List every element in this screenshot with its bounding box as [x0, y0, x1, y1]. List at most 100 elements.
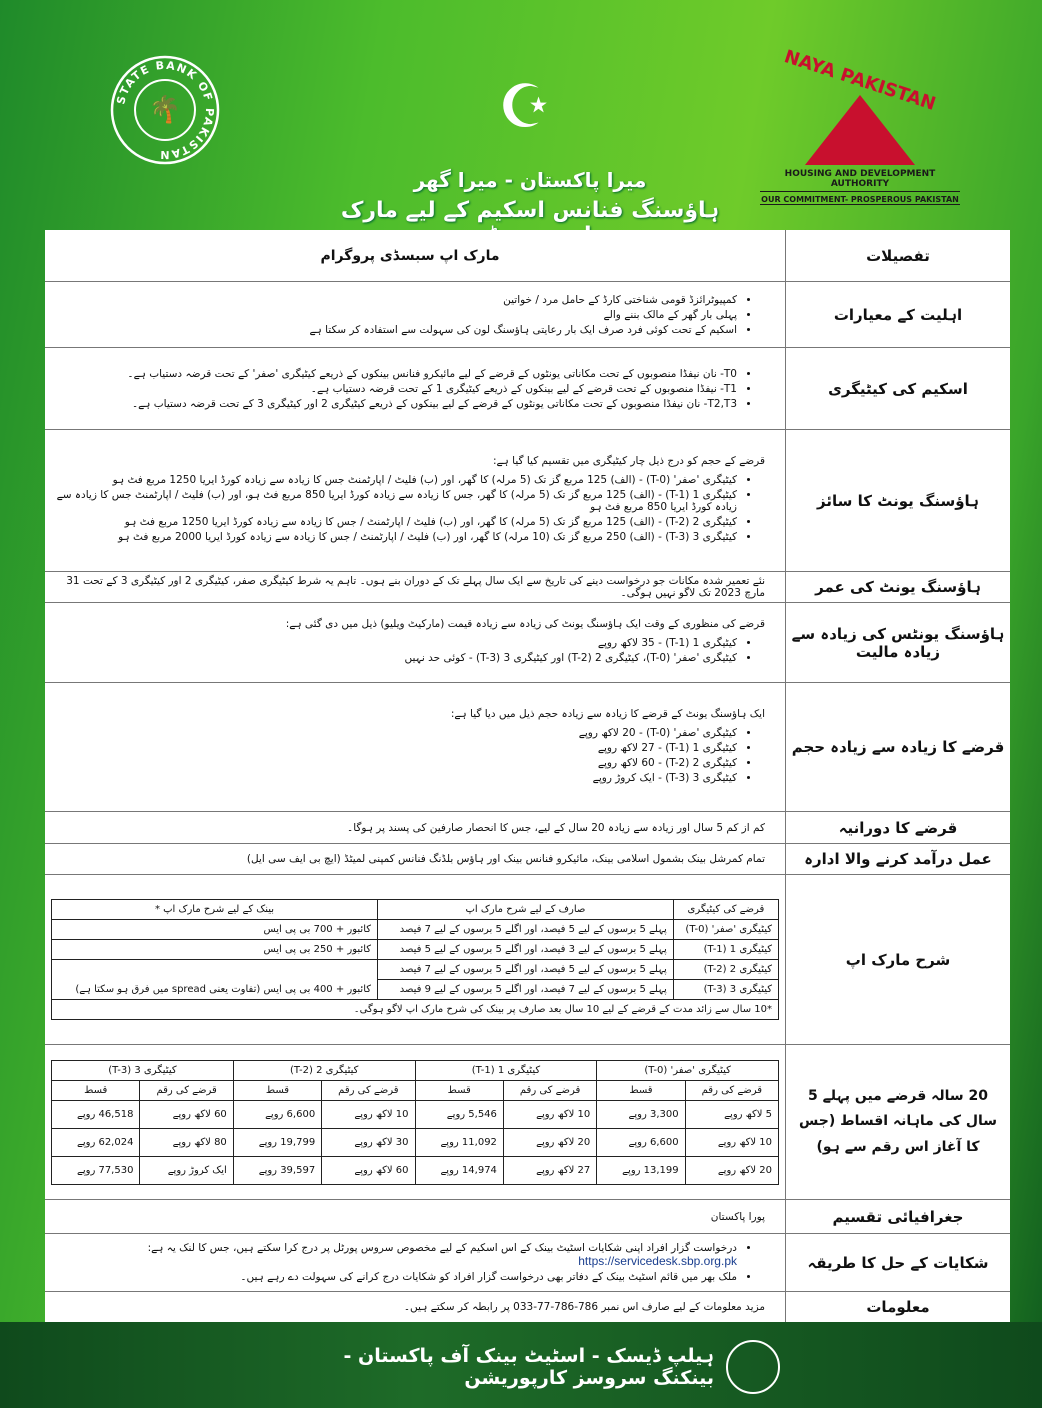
installment-header: قسط — [596, 1079, 686, 1101]
markup-cell: پہلے 5 برسوں کے لیے 3 فیصد، اور اگلے 5 ب… — [377, 939, 674, 960]
list-item: کیٹیگری 1 (T-1) - (الف) 125 مربع گز تک (… — [55, 489, 737, 513]
row-max-loan: قرضے کا زیادہ سے زیادہ حجم ایک ہاؤسنگ یو… — [45, 683, 1010, 812]
max-loan-list: کیٹیگری 'صفر' (T-0) - 20 لاکھ روپے کیٹیگر… — [55, 724, 765, 787]
markup-cell: کیٹیگری 3 (T-3) — [672, 979, 780, 1000]
nphda-tagline: OUR COMMITMENT- PROSPEROUS PAKISTAN — [760, 195, 960, 205]
amount-header: قرضے کی رقم — [684, 1079, 780, 1101]
eligibility-list: کمپیوٹرائزڈ قومی شناختی کارڈ کے حامل مرد… — [55, 291, 765, 339]
label-installments: 20 سالہ قرضے میں پہلے 5 سال کی ماہانہ اق… — [785, 1045, 1010, 1199]
state-emblem-icon: ☪ — [498, 72, 552, 142]
service-desk-link[interactable]: https://servicedesk.sbp.org.pk — [578, 1254, 737, 1268]
unit-size-list: کیٹیگری 'صفر' (T-0) - (الف) 125 مربع گز … — [55, 471, 765, 546]
complaint-item: درخواست گزار افراد اپنی شکایات اسٹیٹ بین… — [55, 1242, 737, 1268]
markup-cell: کیٹیگری 2 (T-2) — [672, 959, 780, 980]
list-item: پہلی بار گھر کے مالک بننے والے — [55, 309, 737, 321]
list-item: کیٹیگری 1 (T-1) - 27 لاکھ روپے — [55, 742, 737, 754]
header-row: تفصیلات مارک اپ سبسڈی پروگرام — [45, 230, 1010, 282]
page-title: میرا پاکستان - میرا گھر — [413, 168, 647, 192]
list-item: کیٹیگری 'صفر' (T-0) - 20 لاکھ روپے — [55, 727, 737, 739]
tenure-text: کم از کم 5 سال اور زیادہ سے زیادہ 20 سال… — [347, 821, 765, 834]
markup-header: صارف کے لیے شرح مارک اپ — [377, 899, 674, 920]
loan-amount-cell: 10 لاکھ روپے — [684, 1127, 780, 1157]
category-list: T0- نان نیفڈا منصوبوں کے تحت مکاناتی یون… — [55, 365, 765, 413]
installment-cell: 6,600 روپے — [596, 1127, 686, 1157]
list-item: کیٹیگری 2 (T-2) - (الف) 125 مربع گز تک (… — [55, 516, 737, 528]
row-max-value: ہاؤسنگ یونٹس کی زیادہ سے زیادہ مالیت قرض… — [45, 603, 1010, 683]
loan-amount-cell: 5 لاکھ روپے — [684, 1099, 780, 1129]
installment-cell: 5,546 روپے — [414, 1099, 504, 1129]
loan-amount-cell: 30 لاکھ روپے — [321, 1127, 416, 1157]
label-max-loan: قرضے کا زیادہ سے زیادہ حجم — [785, 683, 1010, 811]
unit-size-intro: قرضے کے حجم کو درج ذیل چار کیٹیگری میں ت… — [492, 455, 765, 467]
column-details: تفصیلات — [785, 230, 1010, 281]
row-unit-size: ہاؤسنگ یونٹ کا سائز قرضے کے حجم کو درج ذ… — [45, 430, 1010, 572]
loan-amount-cell: 27 لاکھ روپے — [502, 1155, 598, 1185]
installment-header: قسط — [232, 1079, 323, 1101]
installment-cell: 77,530 روپے — [50, 1155, 141, 1185]
loan-amount-cell: 10 لاکھ روپے — [502, 1099, 598, 1129]
complaint-item: ملک بھر میں قائم اسٹیٹ بینک کے دفاتر بھی… — [55, 1271, 737, 1283]
list-item: کیٹیگری 3 (T-3) - (الف) 250 مربع گز تک (… — [55, 531, 737, 543]
row-category: اسکیم کی کیٹیگری T0- نان نیفڈا منصوبوں ک… — [45, 348, 1010, 430]
loan-amount-cell: 10 لاکھ روپے — [321, 1099, 416, 1129]
footer-text: ہیلپ ڈیسک - اسٹیٹ بینک آف پاکستان - بینک… — [343, 1345, 714, 1389]
markup-cell: کیٹیگری 1 (T-1) — [672, 939, 780, 960]
loan-amount-cell: 60 لاکھ روپے — [321, 1155, 416, 1185]
unit-age-text: نئے تعمیر شدہ مکانات جو درخواست دینے کی … — [66, 575, 765, 599]
label-unit-size: ہاؤسنگ یونٹ کا سائز — [785, 430, 1010, 571]
max-loan-intro: ایک ہاؤسنگ یونٹ کے قرضے کا زیادہ سے زیاد… — [450, 707, 765, 720]
max-value-list: کیٹیگری 1 (T-1) - 35 لاکھ روپے کیٹیگری 'ص… — [55, 634, 765, 667]
installment-cell: 3,300 روپے — [596, 1099, 686, 1129]
category-header: کیٹیگری 1 (T-1) — [414, 1059, 598, 1081]
loan-amount-cell: 20 لاکھ روپے — [502, 1127, 598, 1157]
footer: ہیلپ ڈیسک - اسٹیٹ بینک آف پاکستان - بینک… — [280, 1340, 780, 1394]
markup-header: بینک کے لیے شرح مارک اپ * — [50, 899, 379, 920]
label-institution: عمل درآمد کرنے والا ادارہ — [785, 844, 1010, 874]
palm-tree-icon: 🌴 — [134, 79, 196, 141]
geography-text: پورا پاکستان — [710, 1210, 765, 1223]
label-eligibility: اہلیت کے معیارات — [785, 282, 1010, 347]
row-complaints: شکایات کے حل کا طریقہ درخواست گزار افراد… — [45, 1234, 1010, 1292]
markup-footnote: *10 سال سے زائد مدت کے قرضے کے لیے 10 سا… — [51, 999, 779, 1020]
markup-cell: کائبور + 250 بی پی ایس — [50, 939, 379, 960]
sbp-logo: STATE BANK OF PAKISTAN 🌴 — [110, 55, 220, 165]
amount-header: قرضے کی رقم — [321, 1079, 416, 1101]
installment-header: قسط — [414, 1079, 504, 1101]
institution-text: تمام کمرشل بینک بشمول اسلامی بینک، مائیک… — [246, 853, 765, 865]
markup-table: قرضے کی کیٹیگری صارف کے لیے شرح مارک اپ بی… — [50, 899, 780, 1020]
markup-cell: کائبور + 400 بی پی ایس (تفاوت یعنی sprea… — [50, 959, 379, 1000]
label-geography: جغرافیائی تقسیم — [785, 1200, 1010, 1233]
markup-cell: پہلے 5 برسوں کے لیے 5 فیصد، اور اگلے 5 ب… — [377, 919, 674, 940]
list-item: T0- نان نیفڈا منصوبوں کے تحت مکاناتی یون… — [55, 368, 737, 380]
loan-amount-cell: ایک کروڑ روپے — [139, 1155, 234, 1185]
list-item: کیٹیگری 2 (T-2) - 60 لاکھ روپے — [55, 757, 737, 769]
details-table: تفصیلات مارک اپ سبسڈی پروگرام اہلیت کے م… — [45, 230, 1010, 1322]
installment-cell: 6,600 روپے — [232, 1099, 323, 1129]
nphda-logo: NAYA PAKISTAN HOUSING AND DEVELOPMENT AU… — [760, 46, 960, 205]
loan-amount-cell: 80 لاکھ روپے — [139, 1127, 234, 1157]
label-tenure: قرضے کا دورانیہ — [785, 812, 1010, 843]
markup-cell: کائبور + 700 بی پی ایس — [50, 919, 379, 940]
column-program: مارک اپ سبسڈی پروگرام — [320, 247, 500, 264]
list-item: کیٹیگری 'صفر' (T-0) - (الف) 125 مربع گز … — [55, 474, 737, 486]
installment-header: قسط — [50, 1079, 141, 1101]
complaint-text: درخواست گزار افراد اپنی شکایات اسٹیٹ بین… — [147, 1242, 737, 1254]
footer-band — [0, 1322, 1042, 1408]
installment-cell: 11,092 روپے — [414, 1127, 504, 1157]
installment-cell: 13,199 روپے — [596, 1155, 686, 1185]
label-markup: شرح مارک اپ — [785, 875, 1010, 1044]
row-unit-age: ہاؤسنگ یونٹ کی عمر نئے تعمیر شدہ مکانات … — [45, 572, 1010, 603]
category-header: کیٹیگری 3 (T-3) — [51, 1059, 234, 1081]
amount-header: قرضے کی رقم — [502, 1079, 598, 1101]
installment-cell: 46,518 روپے — [50, 1099, 141, 1129]
label-category: اسکیم کی کیٹیگری — [785, 348, 1010, 429]
markup-cell: پہلے 5 برسوں کے لیے 7 فیصد، اور اگلے 5 ب… — [377, 979, 674, 1000]
category-header: کیٹیگری 2 (T-2) — [232, 1059, 416, 1081]
list-item: کمپیوٹرائزڈ قومی شناختی کارڈ کے حامل مرد… — [55, 294, 737, 306]
label-info: معلومات — [785, 1292, 1010, 1322]
list-item: اسکیم کے تحت کوئی فرد صرف ایک بار رعایتی… — [55, 324, 737, 336]
row-tenure: قرضے کا دورانیہ کم از کم 5 سال اور زیادہ… — [45, 812, 1010, 844]
installment-cell: 14,974 روپے — [414, 1155, 504, 1185]
category-header: کیٹیگری 'صفر' (T-0) — [596, 1059, 779, 1081]
amount-header: قرضے کی رقم — [139, 1079, 234, 1101]
